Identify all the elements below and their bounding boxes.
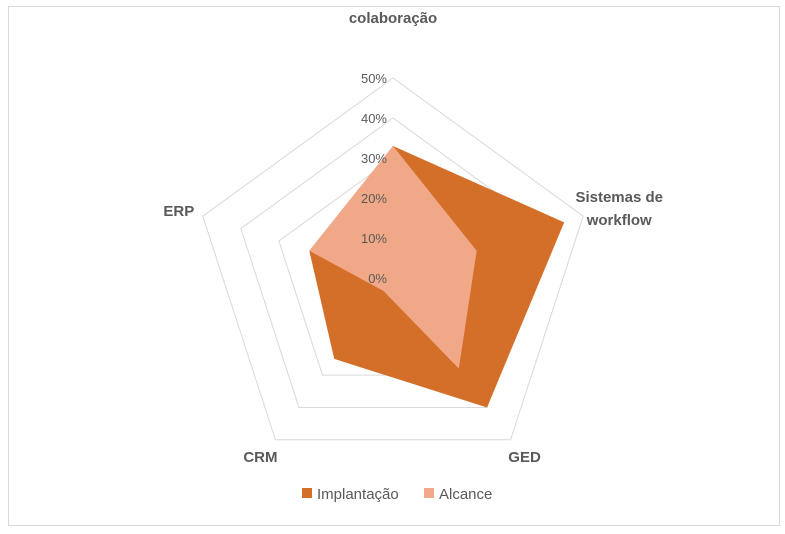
tick-label: 50% (361, 71, 387, 86)
category-label: GED (508, 449, 541, 466)
grid-ring-5 (202, 77, 584, 441)
legend: Implantação Alcance (302, 486, 492, 503)
tick-label: 30% (361, 151, 387, 166)
legend-label-0: Implantação (317, 486, 399, 503)
legend-swatch-0 (302, 488, 312, 498)
tick-label: 40% (361, 111, 387, 126)
tick-label: 10% (361, 231, 387, 246)
category-label: Sistemas de workflow (575, 189, 663, 229)
series-area-1 (309, 146, 477, 369)
category-label: Ferramentas decolaboração (337, 0, 449, 27)
category-label: ERP (163, 203, 194, 220)
category-labels: Ferramentas decolaboração Sistemas dework… (163, 0, 663, 466)
tick-label: 0% (368, 271, 387, 286)
legend-label-1: Alcance (439, 486, 492, 503)
legend-swatch-1 (424, 488, 434, 498)
tick-layer: 0% 10% 20% 30% 40% 50% (361, 71, 387, 286)
series-layer (309, 146, 565, 408)
category-label: CRM (243, 449, 277, 466)
tick-label: 20% (361, 191, 387, 206)
